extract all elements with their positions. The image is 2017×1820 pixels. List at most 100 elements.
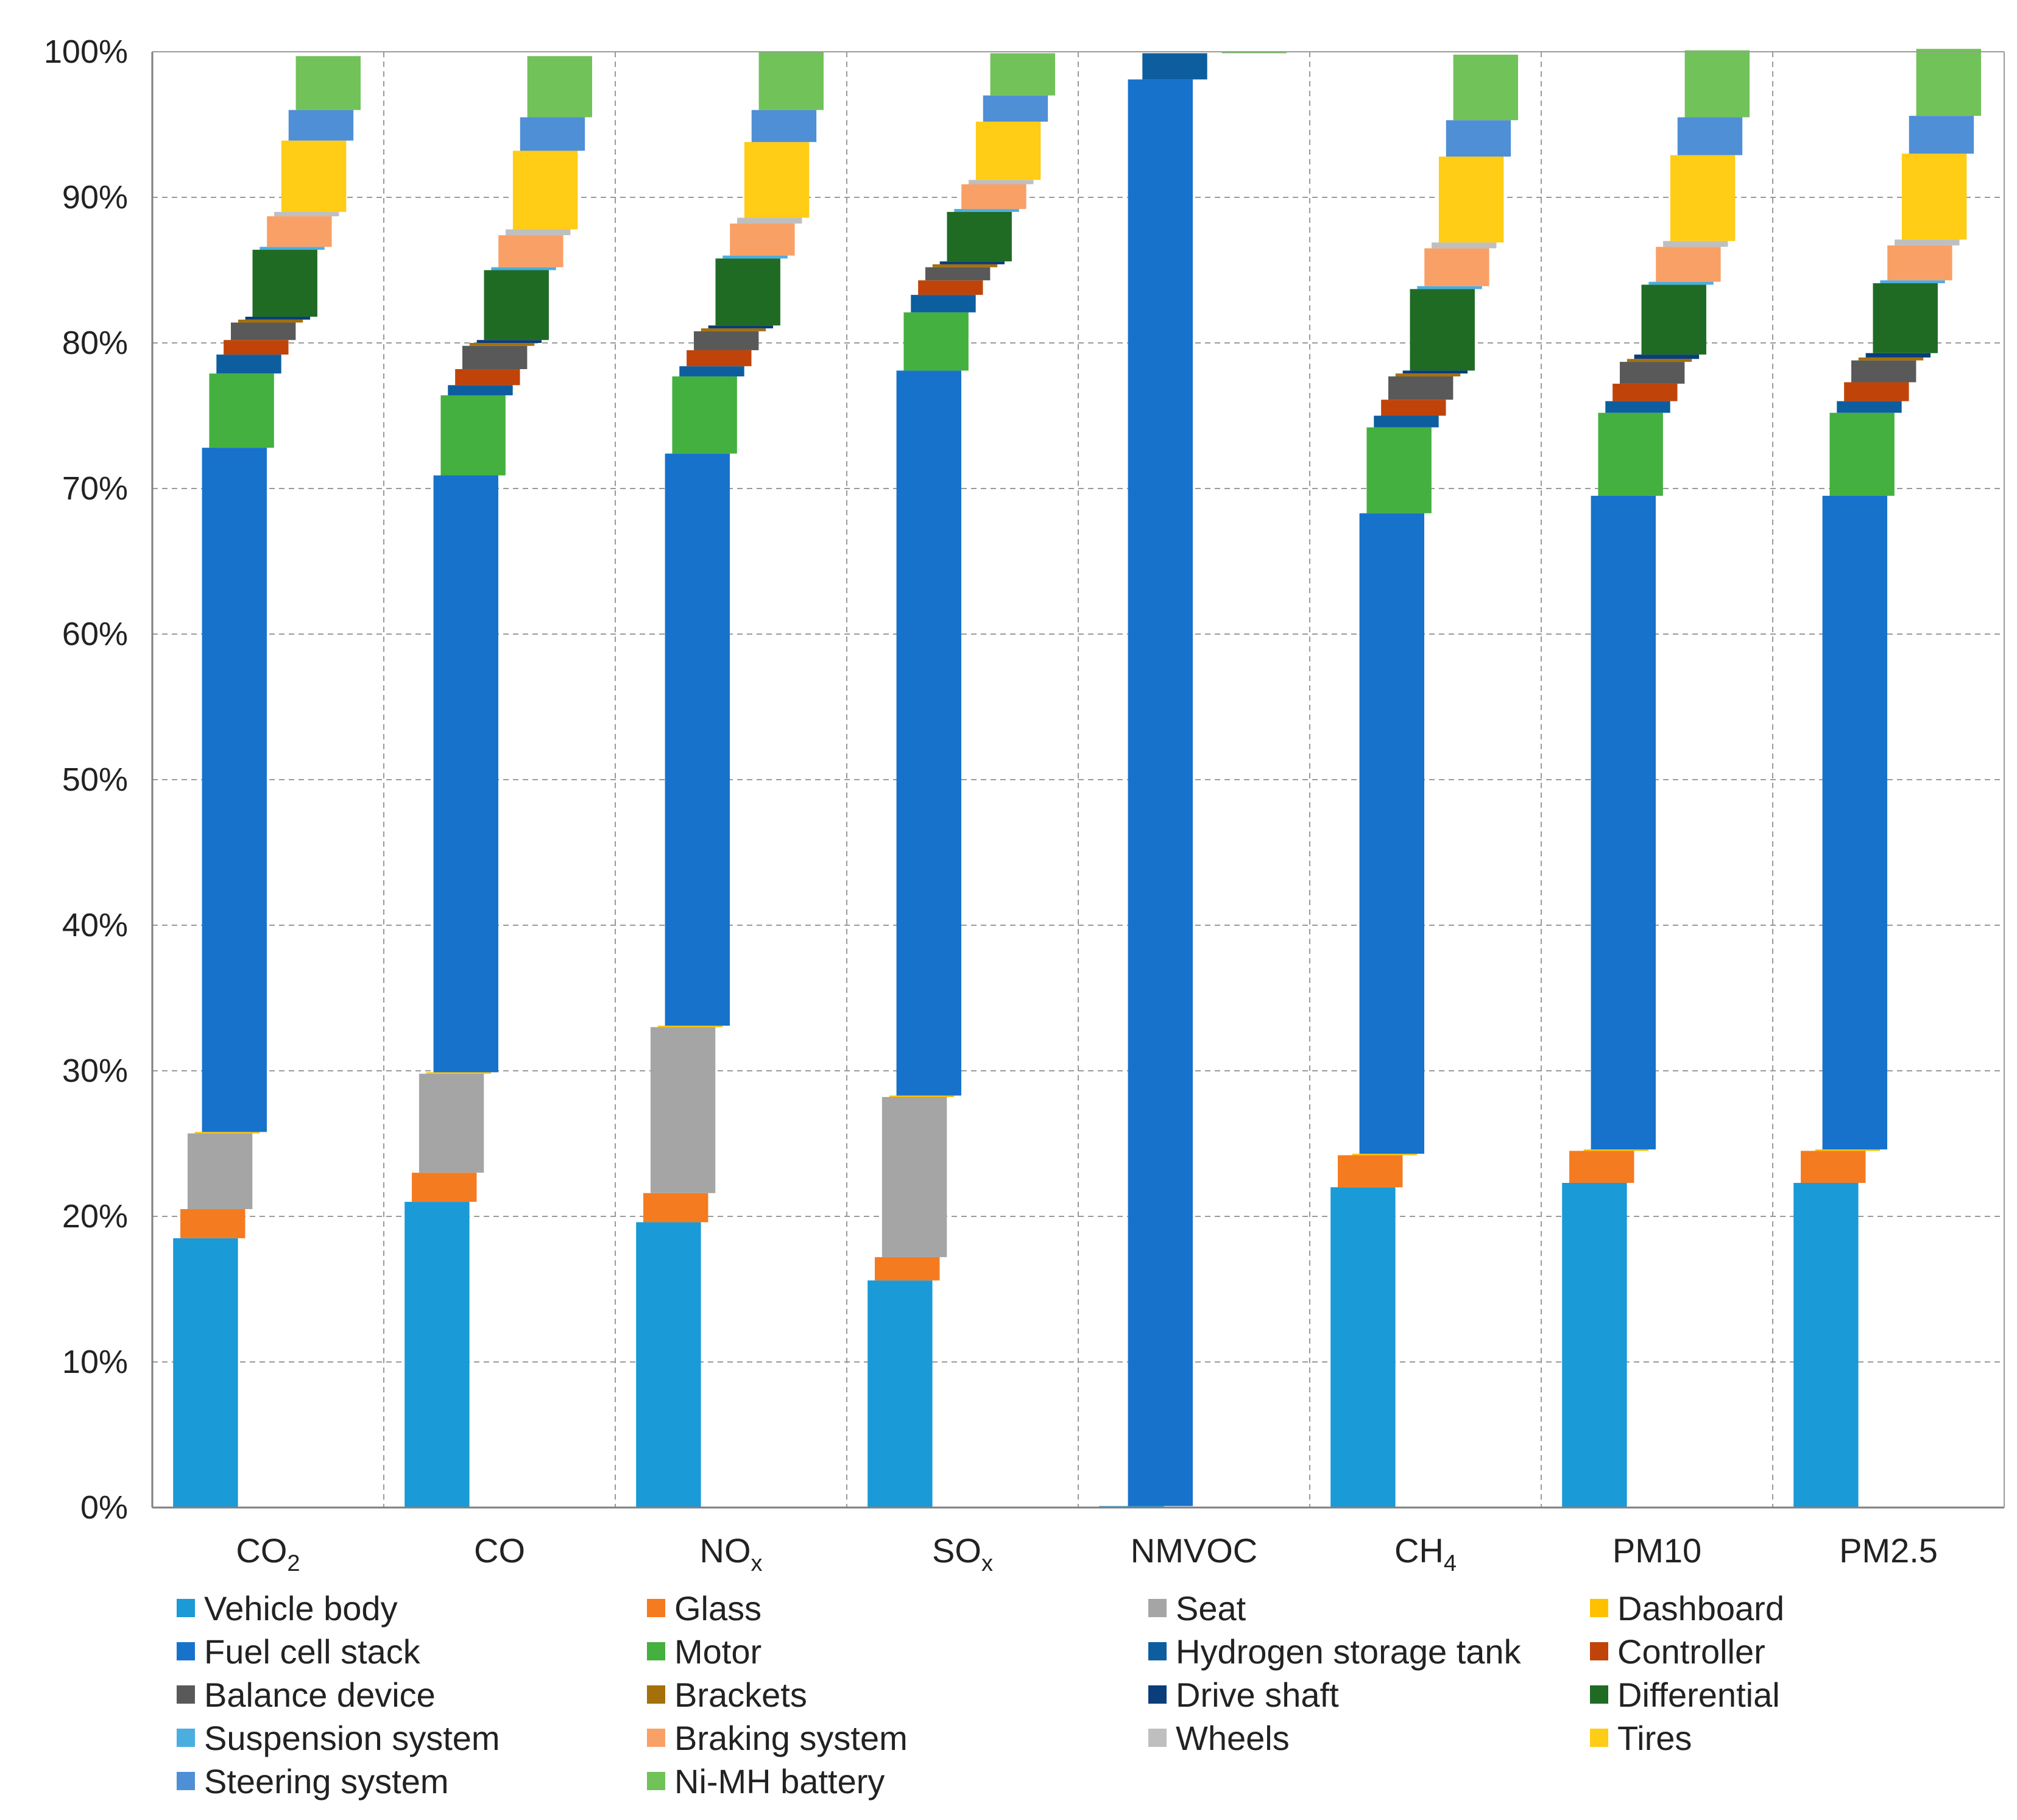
legend-label: Dashboard [1617,1589,1784,1628]
legend-label: Motor [674,1632,761,1671]
bar-segment-sox-controller [918,280,983,295]
bar-segment-pm10-controller [1613,383,1678,401]
legend-swatch [1590,1599,1608,1617]
legend-swatch [1148,1729,1167,1747]
bar-segment-co-wheels [506,229,571,236]
bar-segment-pm10-brackets [1627,359,1692,362]
bar-segment-pm2-5-brackets [1858,357,1924,361]
bar-segment-pm2-5-hydrogen-storage-tank [1837,401,1902,413]
y-tick-label: 70% [62,470,128,507]
y-tick-label: 100% [44,34,128,70]
x-category-label-nox: NOx [700,1531,763,1576]
legend-swatch [177,1729,195,1747]
bar-segment-pm10-vehicle-body [1562,1183,1627,1508]
bar-segment-nox-drive-shaft [708,325,774,329]
legend-item-glass: Glass [647,1589,761,1628]
bar-segment-pm2-5-dashboard [1815,1149,1881,1151]
bar-segment-co-vehicle-body [404,1202,470,1508]
bar-segment-co2-steering-system [288,110,354,141]
bar-segment-pm10-tires [1670,155,1736,241]
bar-segment-co-dashboard [426,1072,492,1074]
legend-swatch [1148,1642,1167,1660]
bar-segment-co2-differential [252,250,317,317]
legend-label: Hydrogen storage tank [1176,1632,1522,1671]
legend-item-suspension-system: Suspension system [177,1719,500,1757]
legend-label: Brackets [674,1676,807,1714]
bar-segment-sox-seat [881,1097,947,1257]
bar-segment-nox-steering-system [751,110,817,143]
bar-segment-nox-braking-system [730,224,795,256]
bar-segment-nox-vehicle-body [636,1222,701,1508]
y-tick-label: 40% [62,907,128,944]
bar-segment-pm2-5-vehicle-body [1793,1183,1859,1508]
axis-layer: 0% 10% 20% 30% 40% 50% 60% 70% 80% 90% 100% CO2 CO NO… [44,34,2005,1576]
bar-segment-co2-brackets [238,319,303,323]
bar-segment-co2-dashboard [194,1132,260,1134]
bar-segment-co-fuel-cell-stack [433,475,498,1073]
legend-item-dashboard: Dashboard [1590,1589,1784,1628]
legend-item-brackets: Brackets [647,1676,807,1714]
bar-segment-sox-ni-mh-battery [990,53,1055,96]
x-category-label-co: CO [474,1531,525,1570]
bar-segment-ch4-hydrogen-storage-tank [1374,415,1439,428]
bar-segment-pm2-5-differential [1873,283,1938,353]
bar-segment-nox-balance-device [693,331,759,350]
legend-swatch [647,1772,665,1790]
legend-label: Vehicle body [204,1589,398,1628]
bar-segment-sox-suspension-system [954,209,1019,212]
bar-segment-ch4-steering-system [1446,120,1511,157]
bar-segment-sox-wheels [969,180,1034,185]
legend-label: Differential [1617,1676,1780,1714]
bar-segment-sox-hydrogen-storage-tank [911,295,976,312]
legend-swatch [1590,1729,1608,1747]
legend-item-seat: Seat [1148,1589,1246,1628]
legend-swatch [1148,1685,1167,1704]
legend-item-drive-shaft: Drive shaft [1148,1676,1339,1714]
y-tick-label: 60% [62,616,128,652]
y-tick-label: 30% [62,1053,128,1089]
y-tick-label: 10% [62,1344,128,1380]
bar-segment-sox-vehicle-body [867,1280,933,1508]
bar-segment-co-glass [412,1173,477,1202]
legend-item-vehicle-body: Vehicle body [177,1589,398,1628]
bar-segment-nox-seat [650,1027,716,1193]
y-tick-label: 90% [62,179,128,216]
legend-item-controller: Controller [1590,1632,1765,1671]
legend-layer: Vehicle body Glass Seat Dashboard Fuel cell … [177,1589,1784,1801]
bar-segment-nox-suspension-system [722,255,788,259]
x-category-label-nmvoc: NMVOC [1131,1531,1257,1570]
bar-segment-pm10-suspension-system [1648,281,1714,285]
bar-segment-nox-wheels [737,217,802,224]
bar-segment-ch4-tires [1438,157,1504,243]
legend-swatch [647,1642,665,1660]
bar-segment-co-tires [512,150,578,230]
bar-segment-co2-tires [281,140,347,212]
bar-segment-co-ni-mh-battery [527,56,592,118]
y-tick-label: 20% [62,1198,128,1235]
bar-segment-pm10-balance-device [1619,362,1685,384]
bar-segment-co2-ni-mh-battery [295,56,361,110]
legend-item-braking-system: Braking system [647,1719,908,1757]
bar-segment-pm2-5-tires [1901,153,1967,240]
bar-segment-pm10-hydrogen-storage-tank [1605,401,1670,413]
bar-segment-ch4-balance-device [1388,376,1454,400]
bar-segment-co-steering-system [520,117,585,151]
x-category-label-pm10: PM10 [1613,1531,1701,1570]
bar-segment-pm2-5-suspension-system [1880,280,1945,284]
bar-segment-ch4-drive-shaft [1402,370,1468,374]
bar-segment-pm10-motor [1598,412,1663,496]
legend-swatch [177,1642,195,1660]
legend-item-balance-device: Balance device [177,1676,436,1714]
x-category-label-pm2-5: PM2.5 [1839,1531,1938,1570]
bar-segment-co-drive-shaft [476,340,542,343]
bar-segment-nox-controller [687,350,752,367]
bar-segment-co-suspension-system [491,267,556,270]
bar-segment-co2-hydrogen-storage-tank [216,354,281,374]
legend-label: Ni-MH battery [674,1762,885,1801]
bar-segment-sox-braking-system [961,184,1026,210]
bar-segment-co2-braking-system [267,216,332,247]
bar-segment-sox-drive-shaft [939,261,1005,264]
bar-segment-nox-hydrogen-storage-tank [679,366,744,376]
bar-segment-sox-balance-device [925,267,991,281]
